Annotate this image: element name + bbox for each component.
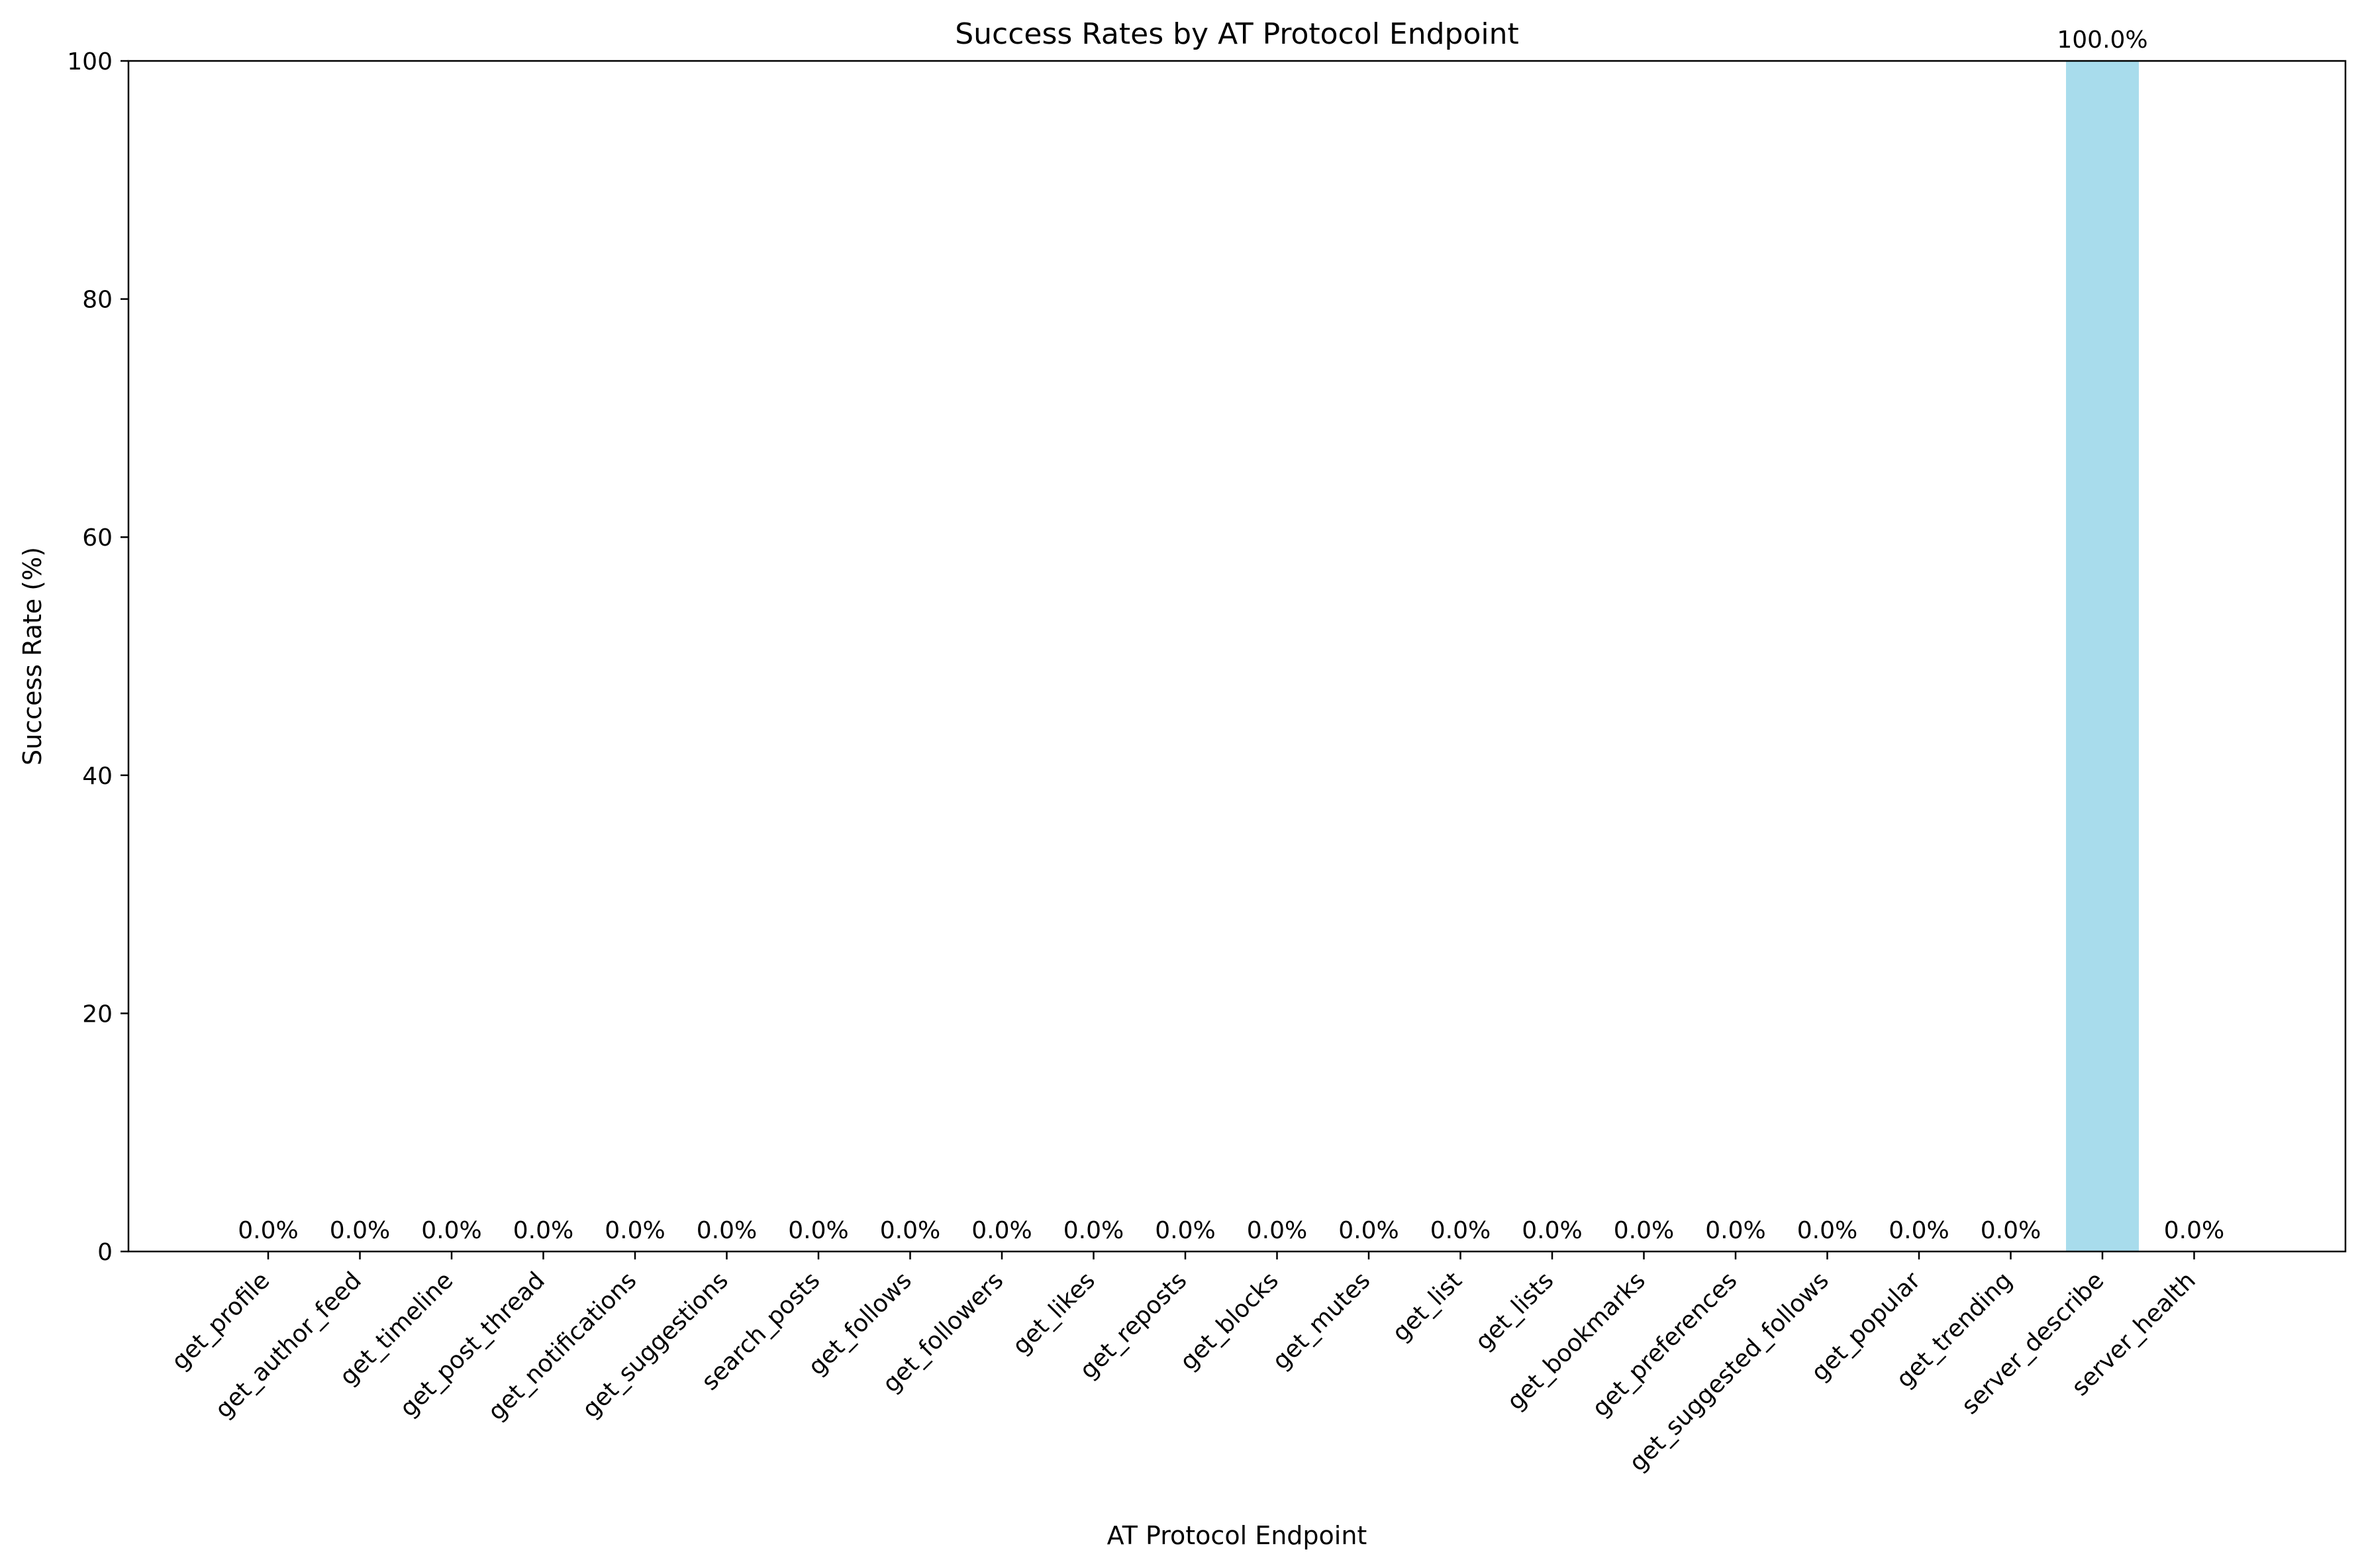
x-tick-label-get_mutes: get_mutes bbox=[1267, 1267, 1375, 1375]
y-ticks-layer: 0 20 40 60 80 100 bbox=[67, 48, 128, 1266]
data-label-get_followers: 0.0% bbox=[971, 1217, 1032, 1244]
data-label-get_bookmarks: 0.0% bbox=[1614, 1217, 1674, 1244]
y-tick-label-20: 20 bbox=[82, 1001, 113, 1028]
data-label-get_popular: 0.0% bbox=[1889, 1217, 1949, 1244]
x-tick-label-get_lists: get_lists bbox=[1470, 1267, 1559, 1355]
data-label-get_follows: 0.0% bbox=[880, 1217, 940, 1244]
x-tick-label-get_blocks: get_blocks bbox=[1175, 1267, 1284, 1375]
data-label-get_list: 0.0% bbox=[1430, 1217, 1491, 1244]
data-label-server_health: 0.0% bbox=[2164, 1217, 2224, 1244]
data-label-server_describe: 100.0% bbox=[2057, 26, 2147, 54]
plot-frame bbox=[127, 60, 2347, 1253]
x-axis-label: AT Protocol Endpoint bbox=[1107, 1521, 1367, 1550]
bar-server_describe bbox=[2066, 61, 2139, 1251]
data-label-get_likes: 0.0% bbox=[1063, 1217, 1124, 1244]
data-label-get_profile: 0.0% bbox=[238, 1217, 298, 1244]
chart-title: Success Rates by AT Protocol Endpoint bbox=[955, 17, 1519, 51]
y-tick-label-60: 60 bbox=[82, 524, 113, 552]
data-labels-layer: 0.0% 0.0% 0.0% 0.0% 0.0% 0.0% 0.0% 0.0% 0.0% 0.0%… bbox=[238, 26, 2224, 1244]
x-tick-label-get_likes: get_likes bbox=[1007, 1267, 1100, 1359]
x-ticks-layer: get_profileget_author_feedget_timelinege… bbox=[166, 1251, 2201, 1477]
data-label-get_notifications: 0.0% bbox=[605, 1217, 665, 1244]
data-label-get_blocks: 0.0% bbox=[1247, 1217, 1307, 1244]
y-tick-label-80: 80 bbox=[82, 287, 113, 314]
y-tick-label-100: 100 bbox=[67, 48, 113, 75]
data-label-get_suggested_follows: 0.0% bbox=[1797, 1217, 1857, 1244]
data-label-get_timeline: 0.0% bbox=[421, 1217, 481, 1244]
data-label-get_post_thread: 0.0% bbox=[513, 1217, 573, 1244]
data-label-get_author_feed: 0.0% bbox=[330, 1217, 390, 1244]
data-label-get_reposts: 0.0% bbox=[1155, 1217, 1215, 1244]
y-tick-label-40: 40 bbox=[82, 763, 113, 790]
x-tick-label-get_list: get_list bbox=[1387, 1267, 1467, 1347]
bars-layer bbox=[2066, 61, 2139, 1251]
data-label-search_posts: 0.0% bbox=[788, 1217, 848, 1244]
y-tick-label-0: 0 bbox=[97, 1239, 113, 1266]
data-label-get_lists: 0.0% bbox=[1522, 1217, 1582, 1244]
data-label-get_trending: 0.0% bbox=[1981, 1217, 2041, 1244]
data-label-get_suggestions: 0.0% bbox=[697, 1217, 757, 1244]
data-label-get_preferences: 0.0% bbox=[1705, 1217, 1765, 1244]
y-axis-label: Success Rate (%) bbox=[18, 547, 47, 765]
data-label-get_mutes: 0.0% bbox=[1338, 1217, 1399, 1244]
